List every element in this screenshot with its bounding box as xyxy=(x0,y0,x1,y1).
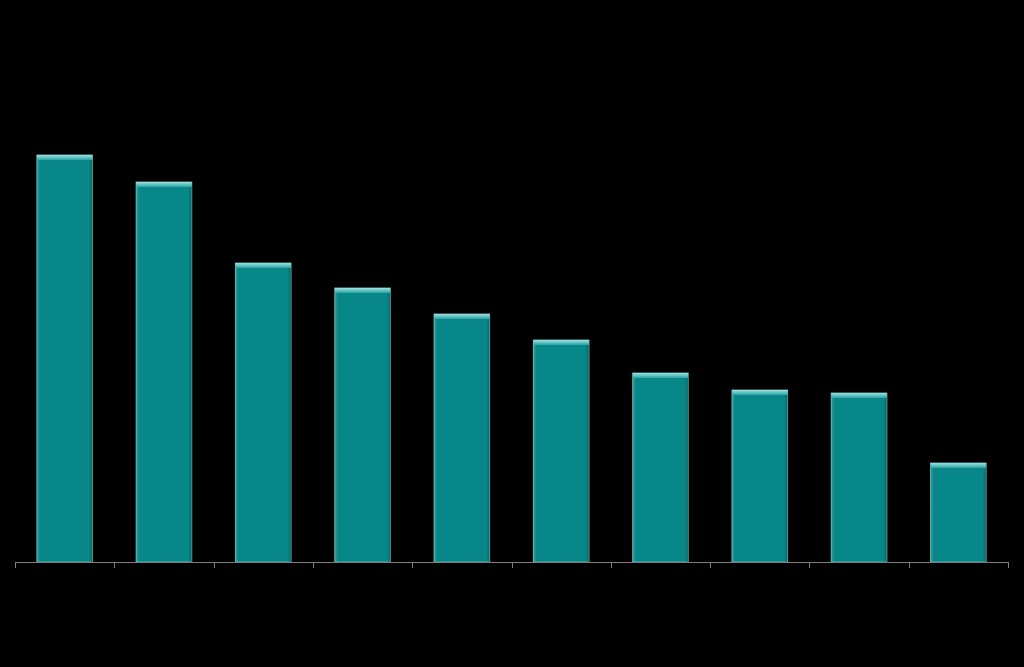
bar-shade xyxy=(831,393,887,562)
bar-shade xyxy=(334,288,391,562)
bar-shade xyxy=(731,390,788,562)
bar-bevel xyxy=(632,373,689,378)
bar-bevel xyxy=(731,390,788,395)
bar-shade xyxy=(632,373,689,562)
bar-bevel xyxy=(533,340,589,345)
bar-shade xyxy=(533,340,589,562)
bar-shade xyxy=(434,314,490,562)
bar-shade xyxy=(136,182,192,562)
bar-shade xyxy=(235,263,292,562)
bar-bevel xyxy=(930,463,987,468)
bar-bevel xyxy=(136,182,192,187)
bar-bevel xyxy=(36,155,93,160)
bar-bevel xyxy=(831,393,887,398)
bar-bevel xyxy=(434,314,490,319)
bar-shade xyxy=(36,155,93,562)
bar-bevel xyxy=(334,288,391,293)
bar-bevel xyxy=(235,263,292,268)
bar-shade xyxy=(930,463,987,562)
